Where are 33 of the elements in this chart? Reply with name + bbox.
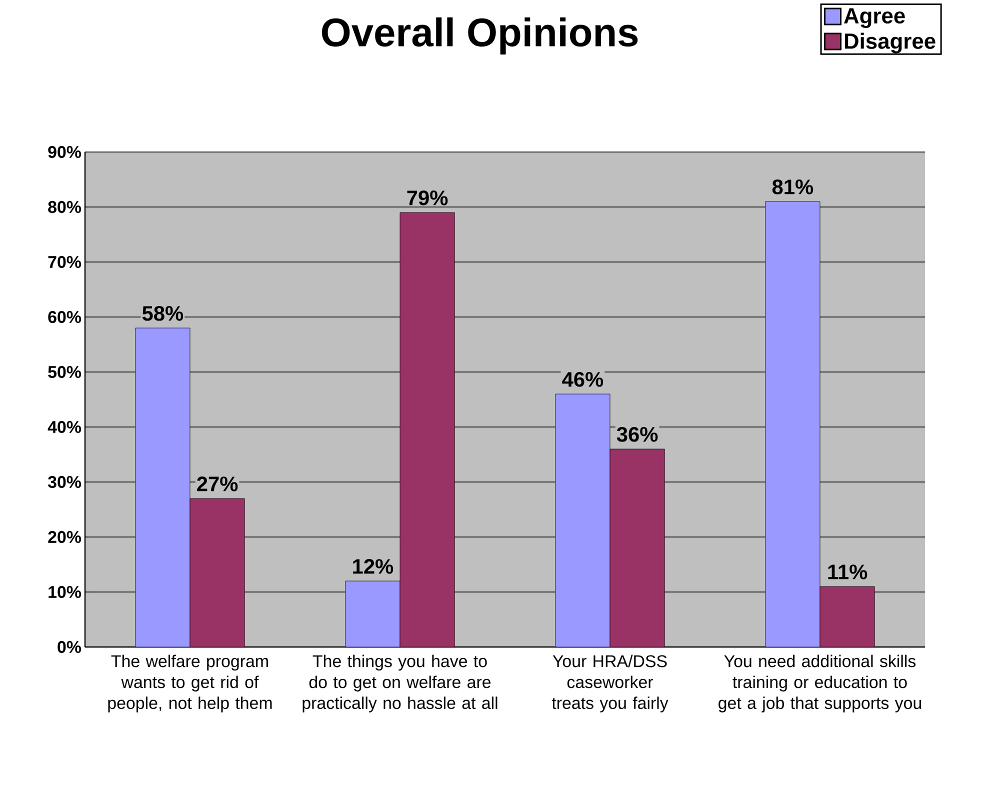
bar (345, 580, 400, 647)
y-tick-label: 40% (48, 421, 82, 434)
bar (555, 394, 610, 647)
y-tick-label: 80% (48, 201, 82, 214)
data-label: 58% (142, 306, 184, 321)
y-tick-label: 60% (48, 311, 82, 324)
x-tick-label: The things you have to do to get on welfare are practically no hassle at all (302, 654, 498, 712)
y-tick-label: 50% (48, 366, 82, 378)
bar (610, 448, 665, 647)
y-tick-label: 90% (48, 146, 82, 158)
x-tick-label: The welfare program wants to get rid of people, not help them (108, 654, 272, 712)
data-label: 81% (772, 179, 814, 194)
y-tick-label: 20% (48, 531, 82, 544)
data-label: 11% (828, 564, 868, 580)
y-tick-label: 10% (48, 586, 82, 598)
bar (820, 586, 875, 647)
chart-title: Overall Opinions (322, 17, 638, 55)
y-tick-label: 70% (48, 256, 82, 268)
legend-label: Agree (844, 8, 905, 28)
data-label: 36% (616, 426, 658, 442)
data-label: 27% (197, 476, 238, 492)
bar (190, 498, 245, 647)
data-label: 12% (353, 559, 394, 574)
y-tick-label: 30% (48, 476, 82, 488)
data-label: 46% (562, 372, 604, 387)
x-tick-label: Your HRA/DSS caseworker treats you fairly (552, 654, 668, 712)
data-label: 79% (407, 190, 448, 206)
legend-label: Disagree (844, 32, 936, 54)
y-tick-label: 0% (58, 641, 82, 653)
bar (135, 328, 190, 647)
bar (765, 201, 820, 647)
bar (400, 212, 455, 647)
x-tick-label: You need additional skills training or education to get a job that supports you (718, 654, 922, 712)
